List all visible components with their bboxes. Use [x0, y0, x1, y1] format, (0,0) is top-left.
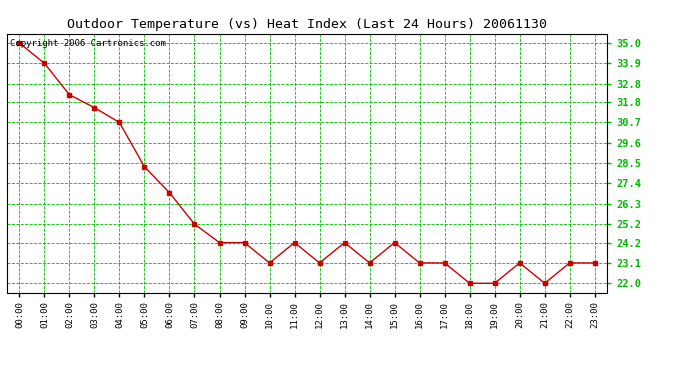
Text: Copyright 2006 Cartronics.com: Copyright 2006 Cartronics.com — [10, 39, 166, 48]
Title: Outdoor Temperature (vs) Heat Index (Last 24 Hours) 20061130: Outdoor Temperature (vs) Heat Index (Las… — [67, 18, 547, 31]
